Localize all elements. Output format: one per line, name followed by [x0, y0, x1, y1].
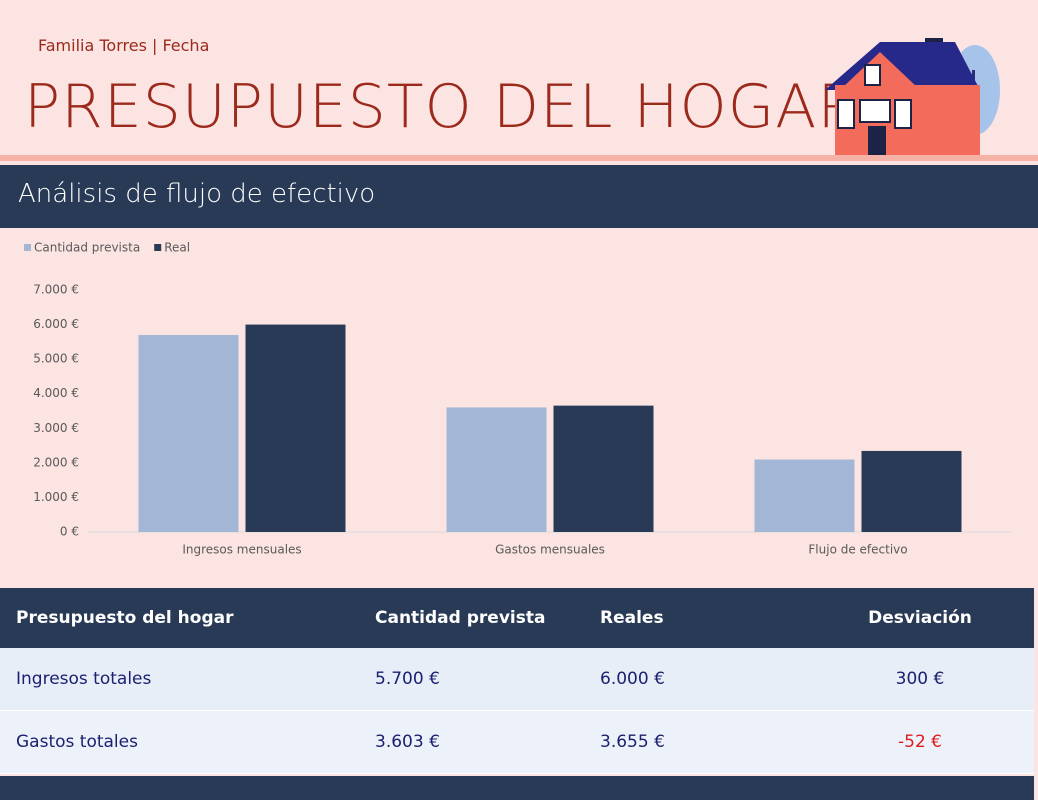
y-tick-label: 4.000 € — [33, 386, 79, 400]
header-cell: Desviación — [806, 588, 1034, 648]
cell: 6.000 € — [584, 648, 806, 711]
cell: 3.655 € — [584, 710, 806, 774]
table-total-row — [0, 776, 1034, 800]
cell: -52 € — [806, 710, 1034, 774]
y-tick-label: 1.000 € — [33, 490, 79, 504]
y-tick-label: 2.000 € — [33, 455, 79, 469]
cell: 3.603 € — [359, 710, 584, 774]
x-tick-label: Gastos mensuales — [495, 543, 605, 557]
x-tick-label: Flujo de efectivo — [808, 543, 907, 557]
header-cell: Reales — [584, 588, 806, 648]
table-header: Presupuesto del hogar Cantidad prevista … — [0, 588, 1034, 648]
house-illustration — [825, 38, 1000, 155]
bar — [138, 334, 239, 532]
section-bar: Análisis de flujo de efectivo — [0, 165, 1038, 228]
bar — [245, 324, 346, 532]
cell: Ingresos totales — [0, 648, 359, 711]
bar — [553, 405, 654, 532]
header-rule — [0, 155, 1038, 161]
budget-table: Presupuesto del hogar Cantidad prevista … — [0, 588, 1034, 774]
cell: 300 € — [806, 648, 1034, 711]
subtitle: Familia Torres | Fecha — [38, 36, 210, 55]
legend-label: Cantidad prevista — [34, 241, 140, 255]
bar — [446, 407, 547, 532]
section-title: Análisis de flujo de efectivo — [18, 179, 376, 209]
legend-label: Real — [164, 241, 190, 255]
header-cell: Cantidad prevista — [359, 588, 584, 648]
chart: 0 € 1.000 € 2.000 € 3.000 € 4.000 € 5.000 € 6.… — [24, 241, 1012, 557]
y-tick-label: 7.000 € — [33, 283, 79, 297]
bar — [754, 459, 855, 532]
y-tick-label: 3.000 € — [33, 421, 79, 435]
legend-swatch — [24, 244, 31, 251]
y-tick-label: 0 € — [60, 525, 79, 539]
header-cell: Presupuesto del hogar — [0, 588, 359, 648]
title: PRESUPUESTO DEL HOGAR — [24, 72, 861, 142]
x-tick-label: Ingresos mensuales — [182, 543, 301, 557]
y-tick-label: 6.000 € — [33, 317, 79, 331]
cell: 5.700 € — [359, 648, 584, 711]
bar — [861, 450, 962, 532]
table-row: Ingresos totales 5.700 € 6.000 € 300 € — [0, 648, 1034, 711]
y-tick-label: 5.000 € — [33, 352, 79, 366]
cell: Gastos totales — [0, 710, 359, 774]
table-row: Gastos totales 3.603 € 3.655 € -52 € — [0, 710, 1034, 774]
legend-swatch — [154, 244, 162, 251]
